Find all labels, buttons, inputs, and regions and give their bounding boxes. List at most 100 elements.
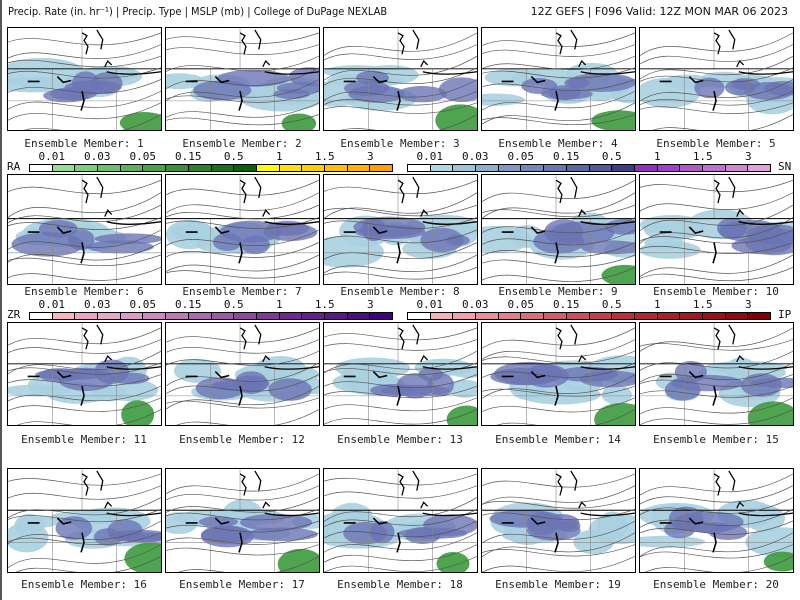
legend-tick-label: 1 xyxy=(275,298,283,311)
ensemble-member-label: Ensemble Member: 8 xyxy=(340,285,460,298)
legend-tick-label: 3 xyxy=(744,150,752,163)
legend-swatch xyxy=(75,313,99,319)
legend-swatch xyxy=(279,165,303,171)
legend-tick-label: 0.5 xyxy=(601,150,622,163)
legend-tick-label: 0.05 xyxy=(507,150,535,163)
legend-swatch xyxy=(680,313,703,319)
legend-swatch xyxy=(453,313,477,319)
legend-type-label: SN xyxy=(778,160,792,173)
legend-swatch xyxy=(302,165,325,171)
legend-tick-label: 0.05 xyxy=(507,298,535,311)
legend-type-label: IP xyxy=(778,308,792,321)
ensemble-member-label: Ensemble Member: 16 xyxy=(21,578,147,591)
legend-tick-label: 0.01 xyxy=(416,298,444,311)
legend-swatch xyxy=(702,313,726,319)
legend-swatch xyxy=(498,313,522,319)
legend-swatch xyxy=(430,165,454,171)
legend-swatch xyxy=(408,313,431,319)
legend-tick-label: 0.5 xyxy=(223,298,244,311)
legend-swatch xyxy=(566,313,590,319)
legend-swatch xyxy=(476,165,499,171)
legend-tick-label: 1.5 xyxy=(314,150,335,163)
valid-time: 12Z GEFS | F096 Valid: 12Z MON MAR 06 20… xyxy=(530,5,788,18)
legend-swatch xyxy=(143,313,167,319)
ensemble-member-map xyxy=(481,174,636,285)
legend-tick-label: 0.03 xyxy=(462,298,489,311)
legend-bar-ra xyxy=(29,164,393,172)
ensemble-member-map xyxy=(323,322,478,426)
legend-swatch xyxy=(408,165,431,171)
legend-swatch xyxy=(30,313,53,319)
legend-tick-label: 0.03 xyxy=(462,150,489,163)
legend-swatch xyxy=(302,313,325,319)
legend-swatch xyxy=(657,165,681,171)
legend-swatch xyxy=(370,165,392,171)
legend-swatch xyxy=(634,313,658,319)
legend-swatch xyxy=(725,165,749,171)
legend-swatch xyxy=(498,165,522,171)
legend-tick-label: 3 xyxy=(366,298,374,311)
legend-swatch xyxy=(98,165,121,171)
legend-bar-zr xyxy=(29,312,393,320)
legend-tick-label: 1.5 xyxy=(692,150,713,163)
legend-swatch xyxy=(476,313,499,319)
legend-swatch xyxy=(453,165,477,171)
ensemble-member-label: Ensemble Member: 10 xyxy=(653,285,779,298)
legend-swatch xyxy=(75,165,99,171)
ensemble-member-label: Ensemble Member: 12 xyxy=(179,433,305,446)
legend-tick-label: 0.05 xyxy=(129,150,157,163)
legend-swatch xyxy=(725,313,749,319)
ensemble-member-label: Ensemble Member: 13 xyxy=(337,433,463,446)
map-title: Precip. Rate (in. hr⁻¹) | Precip. Type |… xyxy=(8,5,388,18)
ensemble-member-map xyxy=(165,468,320,573)
legend-swatch xyxy=(120,313,144,319)
legend-swatch xyxy=(544,313,567,319)
legend-swatch xyxy=(256,313,280,319)
legend-tick-label: 1.5 xyxy=(314,298,335,311)
legend-tick-label: 0.15 xyxy=(175,298,202,311)
legend-swatch xyxy=(52,165,76,171)
legend-swatch xyxy=(347,313,371,319)
ensemble-member-label: Ensemble Member: 7 xyxy=(182,285,302,298)
legend-swatch xyxy=(589,165,613,171)
legend-tick-label: 0.5 xyxy=(223,150,244,163)
legend-tick-label: 0.03 xyxy=(84,150,111,163)
ensemble-member-label: Ensemble Member: 17 xyxy=(179,578,305,591)
ensemble-member-map xyxy=(7,322,162,426)
legend-type-label: RA xyxy=(7,160,21,173)
legend-swatch xyxy=(211,313,235,319)
legend-tick-label: 0.03 xyxy=(84,298,111,311)
ensemble-member-label: Ensemble Member: 5 xyxy=(656,137,776,150)
ensemble-member-map xyxy=(481,468,636,573)
ensemble-member-map xyxy=(639,174,794,285)
ensemble-member-map xyxy=(481,322,636,426)
legend-tick-label: 0.05 xyxy=(129,298,157,311)
legend-swatch xyxy=(324,165,348,171)
ensemble-member-label: Ensemble Member: 19 xyxy=(495,578,621,591)
legend-tick-label: 0.01 xyxy=(38,298,66,311)
ensemble-member-map xyxy=(7,468,162,573)
legend-tick-label: 1 xyxy=(653,150,661,163)
ensemble-member-label: Ensemble Member: 6 xyxy=(24,285,144,298)
legend-swatch xyxy=(52,313,76,319)
ensemble-member-label: Ensemble Member: 20 xyxy=(653,578,779,591)
ensemble-member-map xyxy=(7,174,162,285)
legend-swatch xyxy=(612,165,635,171)
legend-swatch xyxy=(612,313,635,319)
ensemble-member-label: Ensemble Member: 1 xyxy=(24,137,144,150)
ensemble-member-label: Ensemble Member: 11 xyxy=(21,433,147,446)
legend-tick-label: 0.5 xyxy=(601,298,622,311)
ensemble-member-map xyxy=(323,174,478,285)
legend-swatch xyxy=(566,165,590,171)
ensemble-member-map xyxy=(7,27,162,131)
legend-swatch xyxy=(634,165,658,171)
legend-tick-label: 0.01 xyxy=(38,150,66,163)
ensemble-member-map xyxy=(165,174,320,285)
legend-swatch xyxy=(166,165,189,171)
legend-swatch xyxy=(521,165,545,171)
legend-swatch xyxy=(702,165,726,171)
legend-swatch xyxy=(30,165,53,171)
legend-swatch xyxy=(166,313,189,319)
legend-swatch xyxy=(657,313,681,319)
ensemble-member-label: Ensemble Member: 18 xyxy=(337,578,463,591)
